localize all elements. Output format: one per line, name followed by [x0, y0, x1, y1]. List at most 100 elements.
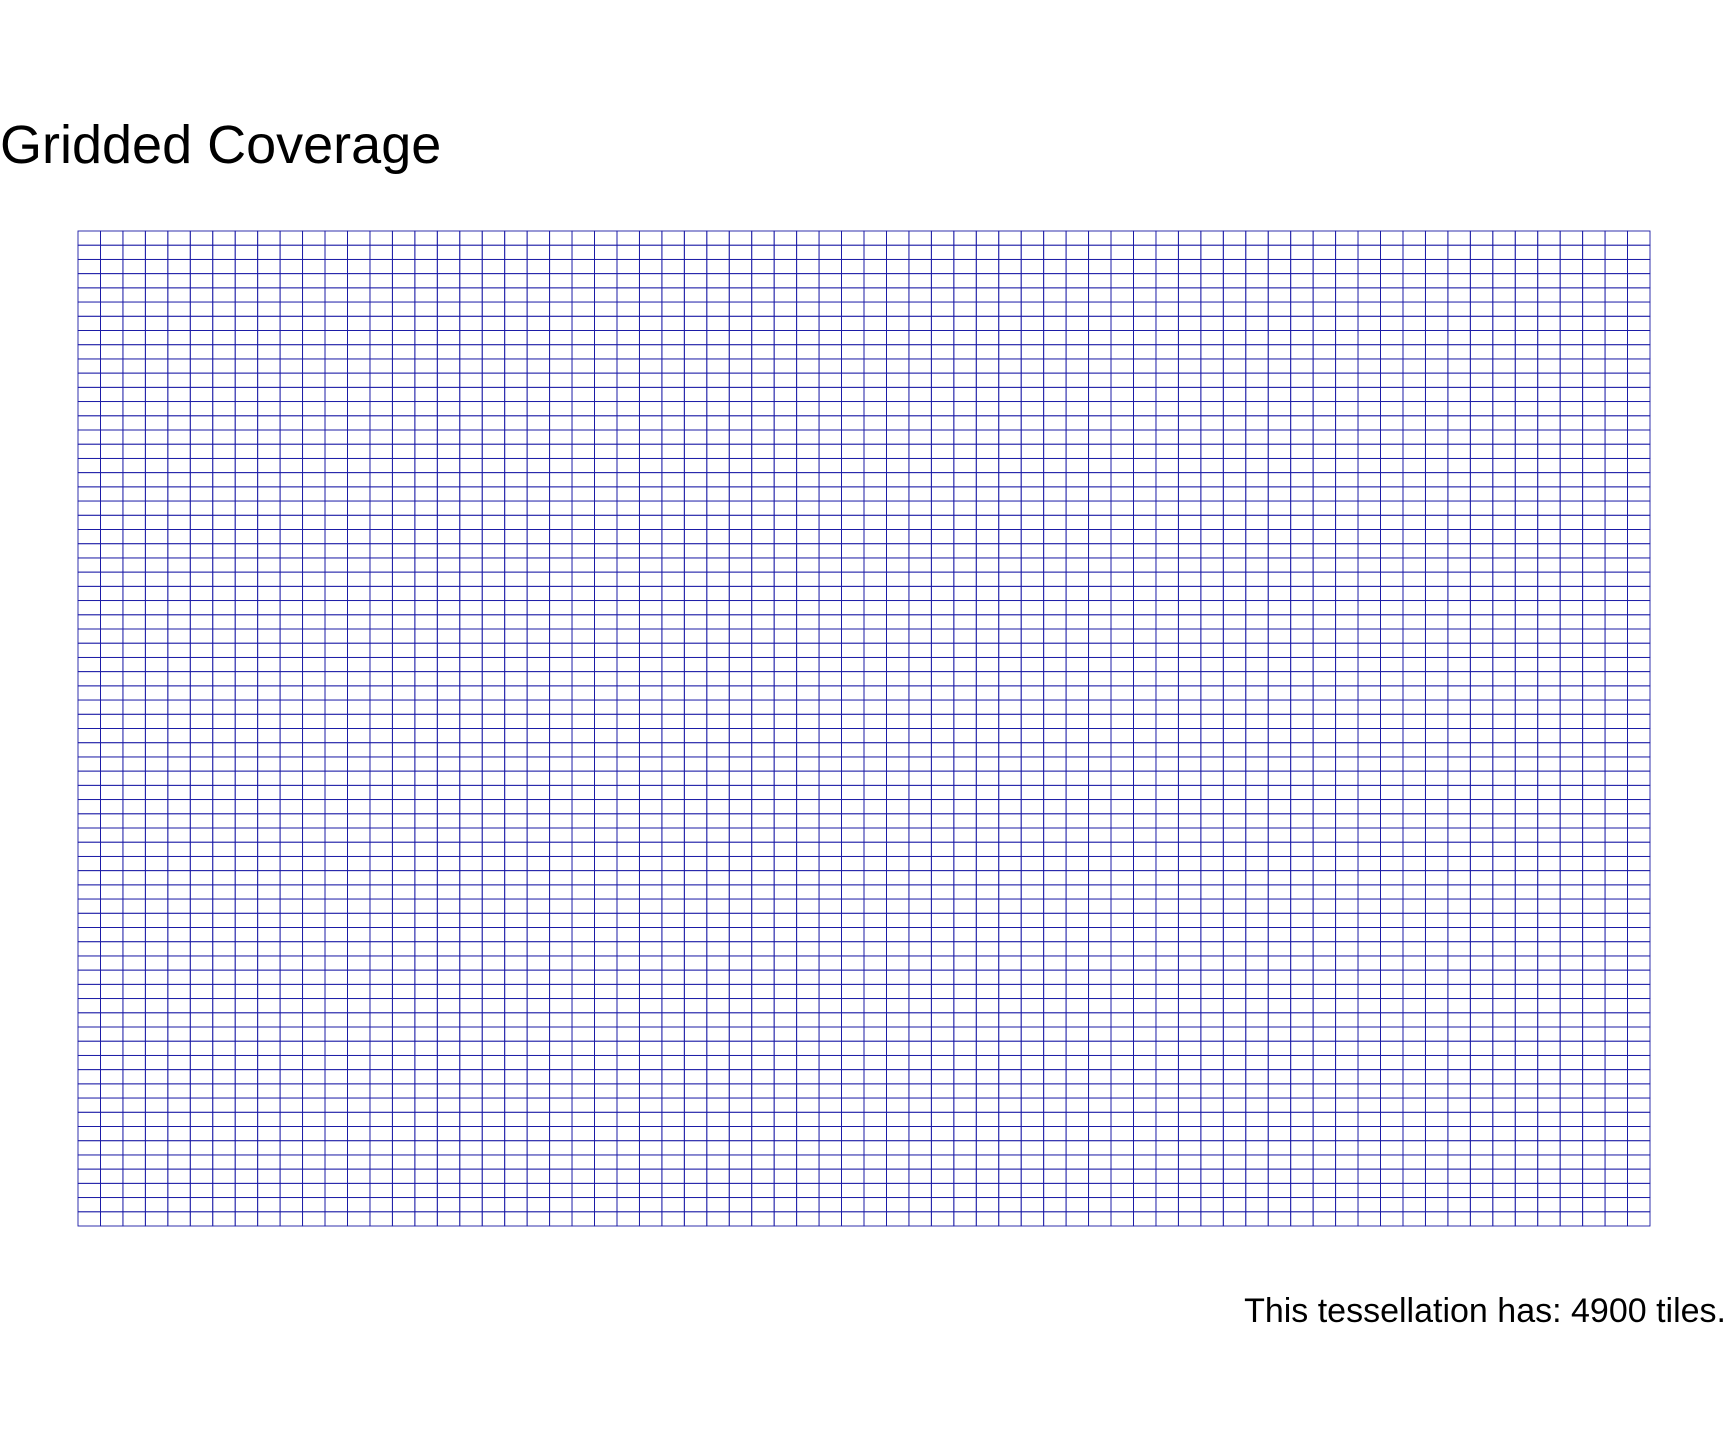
tile	[998, 855, 1022, 872]
tile	[930, 955, 955, 971]
tile	[1447, 770, 1471, 786]
tile	[998, 713, 1022, 729]
tile	[167, 628, 191, 644]
tile	[796, 799, 820, 815]
tile	[1469, 1083, 1494, 1099]
tile	[369, 230, 393, 246]
tile	[1402, 713, 1426, 729]
tile	[863, 656, 887, 673]
tile	[796, 472, 820, 488]
tile	[234, 1140, 259, 1156]
tile	[1424, 628, 1449, 644]
tile	[1088, 1140, 1112, 1156]
tile	[77, 813, 101, 829]
tile	[1043, 770, 1067, 786]
tile	[212, 600, 236, 616]
tile	[324, 955, 348, 971]
tile	[212, 784, 236, 801]
tile	[1447, 642, 1471, 658]
tile	[616, 557, 640, 573]
tile	[77, 628, 101, 644]
tile	[1133, 429, 1157, 445]
tile	[1582, 258, 1606, 275]
tile	[1290, 315, 1314, 331]
tile	[571, 500, 595, 516]
tile	[122, 1168, 146, 1184]
tile	[234, 742, 259, 758]
tile	[706, 799, 730, 815]
tile	[212, 287, 236, 303]
tile	[908, 1211, 932, 1227]
tile	[1604, 585, 1628, 602]
tile	[818, 514, 842, 530]
tile	[863, 1026, 887, 1042]
tile	[77, 273, 101, 289]
tile	[998, 969, 1022, 985]
tile	[1447, 685, 1471, 701]
tile	[1020, 1182, 1045, 1199]
tile	[661, 1026, 685, 1042]
tile	[1312, 1040, 1337, 1056]
tile	[594, 457, 618, 474]
tile	[1065, 1197, 1090, 1213]
tile	[998, 1040, 1022, 1056]
tile	[391, 386, 416, 403]
tile	[302, 415, 326, 431]
tile	[728, 656, 753, 673]
tile	[1177, 1111, 1202, 1127]
tile	[661, 728, 685, 744]
tile	[1582, 429, 1606, 445]
tile	[1290, 600, 1314, 616]
tile	[1582, 1154, 1606, 1170]
tile	[1469, 457, 1494, 474]
tile	[886, 514, 910, 530]
tile	[706, 1197, 730, 1213]
tile	[1492, 756, 1516, 772]
tile	[481, 983, 506, 1000]
tile	[122, 557, 146, 573]
tile	[302, 855, 326, 872]
tile	[1200, 1168, 1224, 1184]
tile	[1200, 770, 1224, 786]
tile	[930, 1069, 955, 1085]
tile	[1492, 713, 1516, 729]
tile	[77, 642, 101, 658]
tile	[1582, 1054, 1606, 1071]
tile	[1200, 443, 1224, 459]
tile	[1380, 1012, 1404, 1028]
tile	[796, 870, 820, 886]
tile	[1582, 1097, 1606, 1113]
tile	[1537, 415, 1561, 431]
tile	[930, 1168, 955, 1184]
tile	[1447, 301, 1471, 317]
tile	[1088, 770, 1112, 786]
tile	[1357, 827, 1381, 843]
tile	[841, 315, 865, 331]
tile	[796, 287, 820, 303]
tile	[1065, 1097, 1090, 1113]
tile	[1604, 855, 1628, 872]
tile	[1627, 244, 1651, 260]
tile	[1290, 955, 1314, 971]
tile	[77, 372, 101, 388]
tile	[189, 273, 214, 289]
tile	[1200, 898, 1224, 914]
tile	[975, 685, 1000, 701]
tile	[122, 486, 146, 502]
tile	[1245, 927, 1269, 943]
tile	[1267, 642, 1292, 658]
tile	[886, 884, 910, 900]
tile	[818, 529, 842, 545]
tile	[100, 756, 124, 772]
tile	[1335, 1126, 1359, 1142]
tile	[1088, 457, 1112, 474]
tile	[796, 244, 820, 260]
tile	[324, 429, 348, 445]
tile	[100, 841, 124, 857]
tile	[773, 514, 798, 530]
tile	[1582, 841, 1606, 857]
tile	[189, 1111, 214, 1127]
tile	[773, 401, 798, 417]
tile	[841, 230, 865, 246]
tile	[436, 585, 461, 602]
